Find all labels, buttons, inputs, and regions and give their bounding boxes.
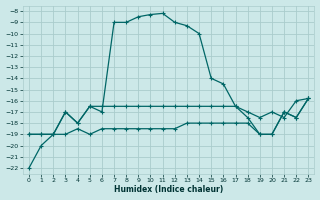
- X-axis label: Humidex (Indice chaleur): Humidex (Indice chaleur): [114, 185, 223, 194]
